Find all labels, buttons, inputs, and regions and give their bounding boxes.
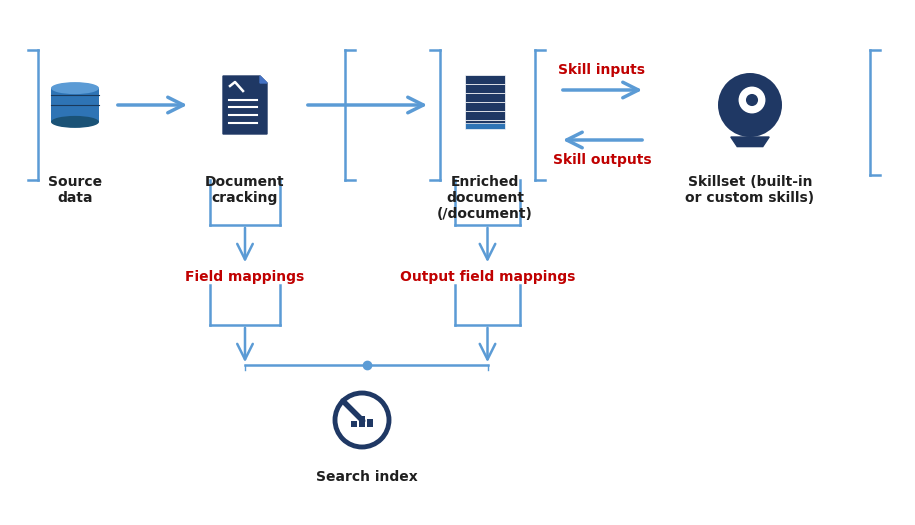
Text: Skill outputs: Skill outputs: [553, 153, 651, 167]
Bar: [760, 109, 768, 116]
Bar: [465, 123, 505, 129]
Bar: [749, 115, 755, 120]
Ellipse shape: [51, 82, 99, 94]
Text: Output field mappings: Output field mappings: [401, 270, 576, 284]
Bar: [767, 98, 772, 102]
Bar: [367, 419, 372, 427]
Text: Source
data: Source data: [48, 175, 102, 205]
Bar: [760, 84, 768, 91]
Bar: [465, 76, 505, 83]
Bar: [732, 98, 737, 102]
Polygon shape: [260, 76, 267, 83]
Text: Field mappings: Field mappings: [186, 270, 305, 284]
Bar: [737, 84, 743, 91]
Bar: [51, 88, 99, 122]
Bar: [465, 120, 505, 129]
Text: Skillset (built-in
or custom skills): Skillset (built-in or custom skills): [685, 175, 814, 205]
Text: Enriched
document
(/document): Enriched document (/document): [437, 175, 533, 222]
Circle shape: [738, 87, 766, 113]
Text: Document
cracking: Document cracking: [205, 175, 285, 205]
Ellipse shape: [51, 116, 99, 128]
Bar: [465, 93, 505, 102]
Text: Skill inputs: Skill inputs: [558, 63, 645, 77]
Ellipse shape: [51, 99, 99, 111]
Text: Search index: Search index: [316, 470, 418, 484]
Bar: [465, 111, 505, 120]
Circle shape: [746, 94, 758, 106]
Polygon shape: [731, 137, 770, 146]
Bar: [737, 109, 743, 116]
Bar: [351, 421, 357, 427]
Bar: [465, 102, 505, 111]
Bar: [360, 416, 365, 427]
Circle shape: [718, 73, 782, 137]
Polygon shape: [223, 76, 267, 134]
Bar: [749, 80, 755, 85]
Bar: [465, 85, 505, 92]
